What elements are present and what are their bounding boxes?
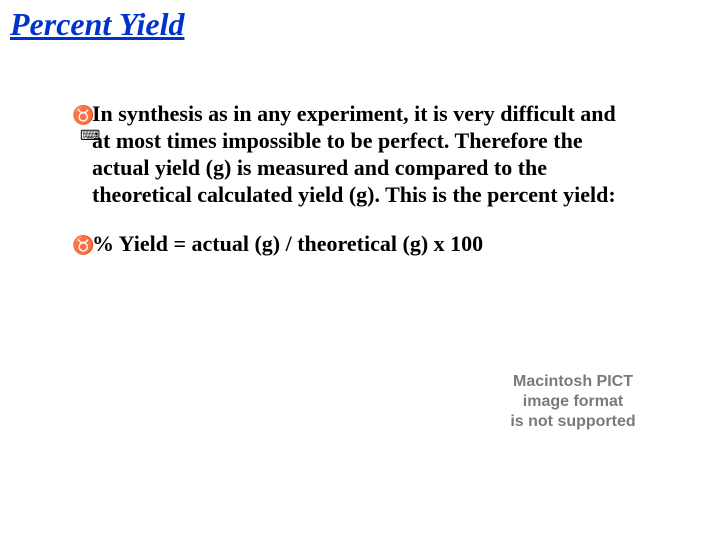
keyboard-icon: ⌨: [80, 128, 100, 145]
pict-placeholder: Macintosh PICT image format is not suppo…: [488, 372, 658, 432]
slide: Percent Yield ♉ In synthesis as in any e…: [0, 0, 720, 540]
bullet-list: ♉ In synthesis as in any experiment, it …: [72, 100, 632, 279]
taurus-bullet-icon: ♉: [72, 232, 92, 258]
slide-title: Percent Yield: [10, 6, 184, 43]
placeholder-line: Macintosh PICT: [488, 372, 658, 392]
list-item: ♉ In synthesis as in any experiment, it …: [72, 100, 632, 208]
taurus-bullet-icon: ♉: [72, 102, 92, 128]
placeholder-line: is not supported: [488, 412, 658, 432]
bullet-text: In synthesis as in any experiment, it is…: [92, 100, 632, 208]
placeholder-line: image format: [488, 392, 658, 412]
bullet-text: % Yield = actual (g) / theoretical (g) x…: [92, 230, 483, 257]
list-item: ♉ % Yield = actual (g) / theoretical (g)…: [72, 230, 632, 257]
